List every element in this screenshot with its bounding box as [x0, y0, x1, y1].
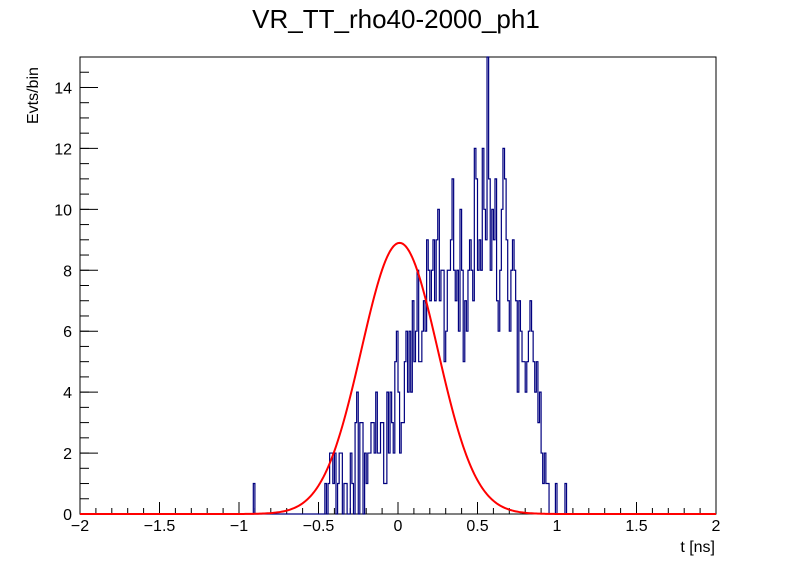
y-tick-label: 10	[54, 202, 72, 219]
y-axis-label: Evts/bin	[25, 67, 42, 124]
x-axis-label: t [ns]	[680, 539, 715, 556]
histogram-series	[80, 56, 716, 515]
x-tick-label: −0.5	[303, 518, 335, 535]
axis-ticks	[79, 56, 717, 515]
y-tick-label: 4	[63, 385, 72, 402]
gaussian-fit-curve	[80, 241, 716, 515]
y-tick-label: 14	[54, 80, 72, 97]
y-tick-label: 12	[54, 141, 72, 158]
x-tick-label: 0	[394, 518, 403, 535]
chart-title: VR_TT_rho40-2000_ph1	[252, 4, 540, 34]
y-tick-label: 2	[63, 446, 72, 463]
plot-frame	[79, 56, 717, 515]
x-tick-label: −1.5	[144, 518, 176, 535]
y-tick-label: 8	[63, 263, 72, 280]
series-layer	[80, 56, 716, 515]
x-tick-label: 1	[553, 518, 562, 535]
x-tick-label: 2	[712, 518, 721, 535]
y-tick-label: 0	[63, 507, 72, 524]
x-tick-labels: −2 −1.5 −1 −0.5 0 0.5 1 1.5 2	[71, 518, 721, 535]
x-tick-label: −1	[230, 518, 248, 535]
x-tick-label: −2	[71, 518, 89, 535]
x-tick-label: 1.5	[625, 518, 647, 535]
x-tick-label: 0.5	[466, 518, 488, 535]
y-tick-label: 6	[63, 324, 72, 341]
y-tick-labels: 0 2 4 6 8 10 12 14	[54, 80, 72, 524]
